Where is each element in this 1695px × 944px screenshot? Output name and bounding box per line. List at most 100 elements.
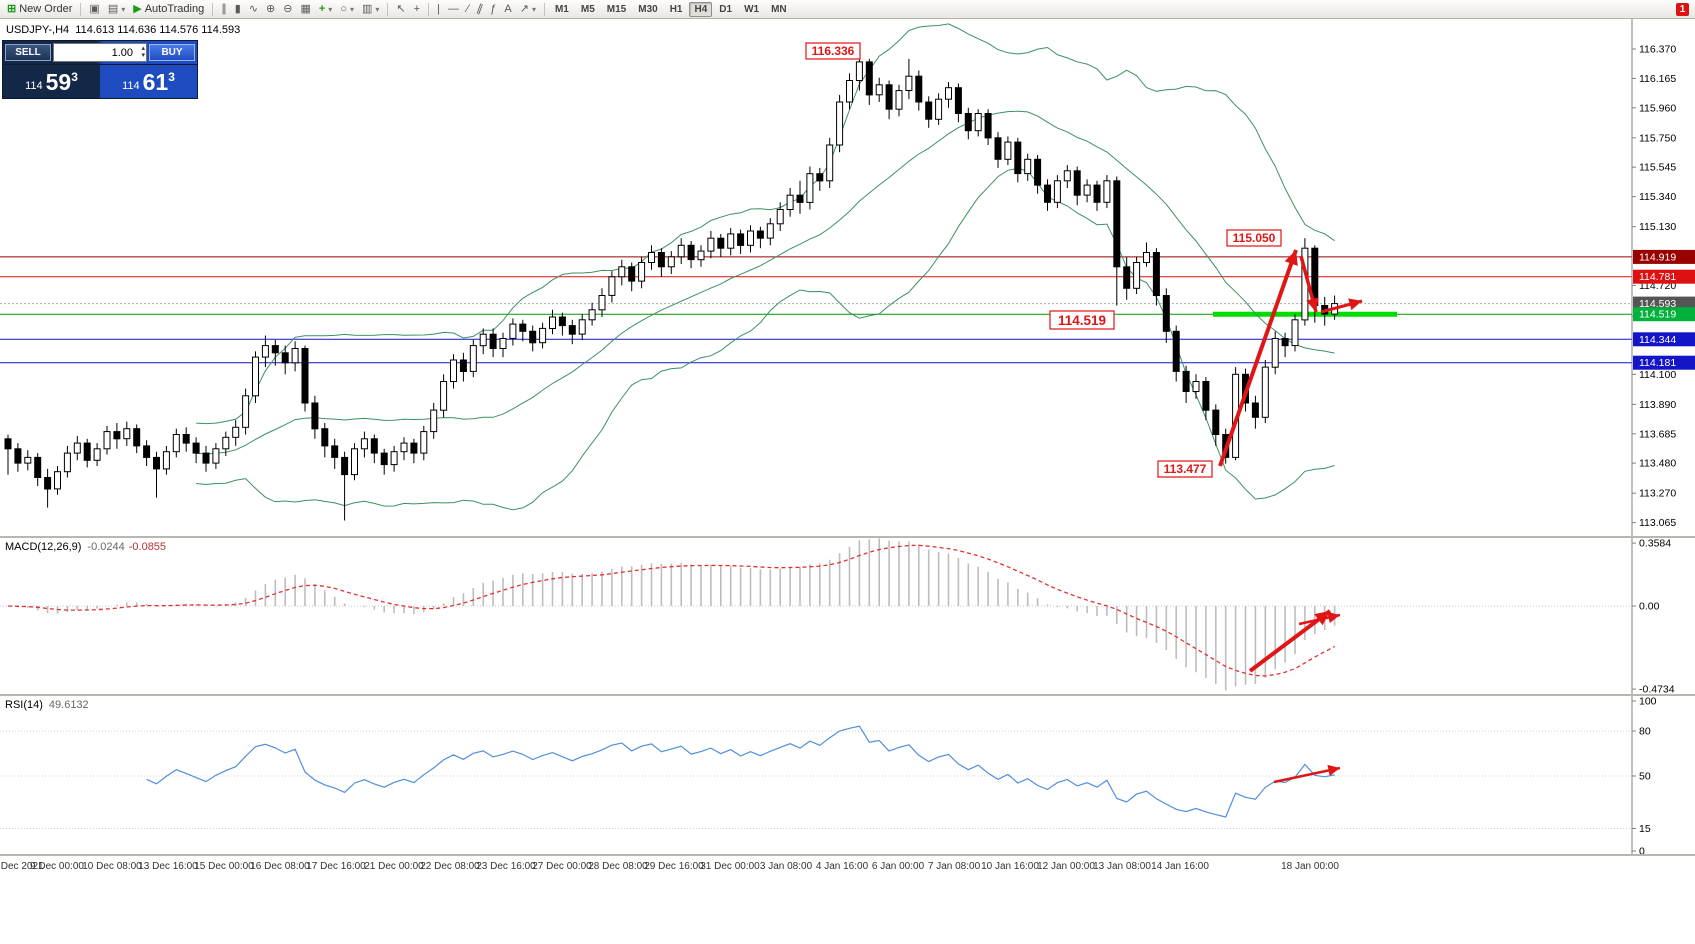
timeframe-m30[interactable]: M30	[638, 3, 658, 15]
svg-text:114.919: 114.919	[1639, 251, 1676, 263]
candlestick-button[interactable]: ▮	[232, 1, 244, 17]
svg-text:114.519: 114.519	[1639, 309, 1676, 321]
panel-splitter[interactable]	[0, 536, 1695, 538]
price-chart[interactable]: 116.336 115.050 114.519 113.477 116.370 116.1…	[0, 19, 1695, 538]
timeframe-m15[interactable]: M15	[606, 3, 627, 15]
trend-arrow[interactable]	[1273, 764, 1341, 784]
zoom-out-button[interactable]: ⊖	[280, 1, 295, 17]
text-tool-button[interactable]: A	[501, 1, 514, 17]
spin-down-icon[interactable]: ▾	[141, 52, 145, 59]
bid-price[interactable]: 114 59 3	[3, 65, 100, 98]
chevron-down-icon: ▾	[328, 4, 333, 14]
trend-arrow[interactable]	[1218, 249, 1298, 467]
periods-button[interactable]: ○ ▾	[337, 1, 357, 17]
svg-text:50: 50	[1639, 771, 1651, 783]
macd-panel[interactable]: 0.3584 0.00 -0.4734	[0, 538, 1695, 696]
price-annotation-114.519[interactable]: 114.519	[1049, 310, 1115, 330]
channel-button[interactable]: ∥	[474, 1, 486, 17]
horizontal-line-icon: ―	[447, 3, 459, 15]
svg-text:116.336: 116.336	[812, 44, 855, 58]
trend-arrow[interactable]	[1298, 612, 1341, 626]
line-chart-button[interactable]: ∿	[246, 1, 261, 17]
toolbar-separator	[80, 2, 82, 16]
autotrading-label: AutoTrading	[144, 3, 205, 15]
buy-button[interactable]: BUY	[149, 44, 195, 61]
new-order-label: New Order	[19, 3, 73, 15]
time-label: 13 Dec 16:00	[138, 861, 198, 872]
timeframe-m5[interactable]: M5	[580, 3, 595, 15]
timeframe-mn[interactable]: MN	[771, 3, 787, 15]
svg-text:115.750: 115.750	[1639, 132, 1676, 144]
vertical-line-button[interactable]: |	[434, 1, 443, 17]
arrows-tool-button[interactable]: ↗ ▾	[517, 1, 539, 17]
bid-big-figure: 114	[25, 79, 43, 92]
macd-value-signal: -0.0855	[128, 541, 167, 553]
trendline-icon: ∕	[466, 3, 469, 15]
panel-splitter[interactable]	[0, 854, 1695, 856]
rsi-axis: 100 80 50 15 0	[1631, 696, 1657, 858]
arrows-tool-icon: ↗	[519, 3, 529, 15]
timeframe-h1[interactable]: H1	[669, 3, 683, 15]
fibonacci-button[interactable]: ƒ	[487, 1, 499, 17]
trend-arrow[interactable]	[1320, 298, 1363, 314]
horizontal-line-button[interactable]: ―	[445, 1, 462, 17]
ask-price[interactable]: 114 61 3	[100, 65, 197, 98]
time-label: 8 Dec 2021	[0, 861, 44, 872]
autotrading-button[interactable]: ▶ AutoTrading	[130, 1, 207, 17]
panel-splitter[interactable]	[0, 694, 1695, 696]
macd-signal-line	[7, 544, 1335, 677]
bar-chart-icon: ∥	[221, 3, 227, 15]
svg-text:80: 80	[1639, 726, 1651, 738]
new-order-button[interactable]: ⊞ New Order	[4, 1, 75, 17]
ask-pips: 61	[142, 68, 169, 95]
time-label: 6 Jan 00:00	[871, 861, 925, 872]
volume-value: 1.00	[111, 46, 133, 59]
ask-big-figure: 114	[122, 79, 140, 92]
chart-area[interactable]: 116.336 115.050 114.519 113.477 116.370 116.1…	[0, 19, 1695, 944]
chart-ohlc-readout: USDJPY-,H4 114.613 114.636 114.576 114.5…	[6, 24, 241, 36]
price-annotation-115.050[interactable]: 115.050	[1226, 229, 1282, 247]
time-label: 3 Jan 08:00	[759, 861, 813, 872]
rsi-name: RSI(14)	[5, 699, 43, 711]
trend-arrow[interactable]	[1299, 255, 1319, 313]
svg-text:0: 0	[1639, 846, 1645, 857]
time-label: 4 Jan 16:00	[815, 861, 869, 872]
time-label: 27 Dec 00:00	[532, 861, 592, 872]
bar-chart-button[interactable]: ∥	[218, 1, 230, 17]
timeframe-h4[interactable]: H4	[689, 1, 713, 17]
svg-text:113.065: 113.065	[1639, 517, 1676, 529]
profiles-button[interactable]: ▤ ▾	[105, 1, 128, 17]
volume-stepper[interactable]: ▴ ▾	[141, 45, 145, 59]
svg-text:113.480: 113.480	[1639, 458, 1676, 470]
timeframe-d1[interactable]: D1	[719, 3, 733, 15]
timeframe-w1[interactable]: W1	[744, 3, 760, 15]
svg-text:113.270: 113.270	[1639, 488, 1676, 500]
zoom-in-button[interactable]: ⊕	[263, 1, 278, 17]
time-label: 13 Jan 08:00	[1093, 861, 1151, 872]
trendline-button[interactable]: ∕	[464, 1, 472, 17]
notification-badge[interactable]: 1	[1676, 2, 1689, 16]
spin-up-icon[interactable]: ▴	[141, 45, 145, 52]
svg-text:116.165: 116.165	[1639, 73, 1676, 85]
rsi-panel[interactable]: 100 80 50 15 0	[0, 696, 1695, 858]
chevron-down-icon: ▾	[349, 4, 354, 14]
volume-input[interactable]: 1.00 ▴ ▾	[53, 43, 147, 62]
tile-windows-button[interactable]: ▦	[297, 1, 313, 17]
charts-window-button[interactable]: ▣	[86, 1, 102, 17]
ask-pipette: 3	[168, 69, 175, 84]
price-annotation-113.477[interactable]: 113.477	[1157, 460, 1213, 478]
timeframe-m1[interactable]: M1	[554, 3, 569, 15]
profiles-icon: ▤	[107, 3, 119, 15]
zoom-in-icon: ⊕	[266, 3, 276, 15]
svg-text:116.370: 116.370	[1639, 44, 1676, 56]
indicators-button[interactable]: + ▾	[316, 1, 335, 17]
templates-button[interactable]: ▥ ▾	[359, 1, 382, 17]
sell-button[interactable]: SELL	[5, 44, 51, 61]
svg-text:115.545: 115.545	[1639, 162, 1676, 174]
toolbar-separator	[543, 2, 545, 16]
cursor-button[interactable]: ↖	[393, 1, 408, 17]
candlestick-icon: ▮	[234, 3, 241, 15]
crosshair-button[interactable]: +	[411, 1, 423, 17]
price-annotation-116.336[interactable]: 116.336	[805, 42, 861, 60]
